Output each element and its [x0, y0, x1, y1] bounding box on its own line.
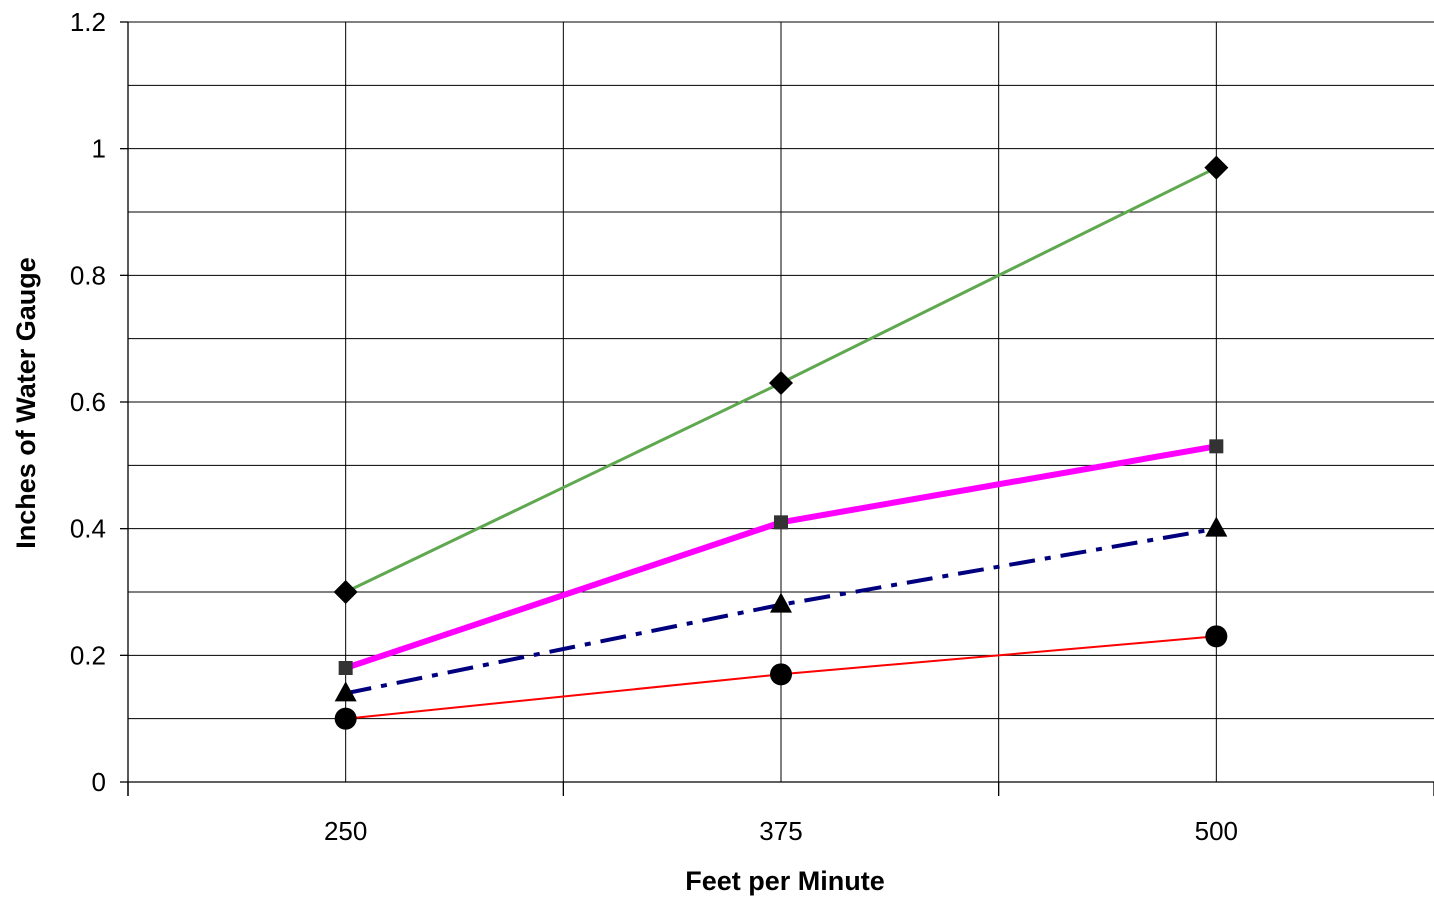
data-point-triangle: [770, 592, 792, 613]
axes: [120, 21, 1434, 796]
series-square: [338, 439, 1224, 675]
y-tick-label: 0: [92, 767, 106, 797]
y-tick-label: 0.8: [70, 260, 106, 290]
y-tick-label: 1.2: [70, 7, 106, 37]
x-tick-labels: 250 375 500: [324, 816, 1238, 846]
data-point-square: [338, 661, 353, 675]
y-tick-label: 0.2: [70, 640, 106, 670]
data-point-circle: [334, 707, 357, 730]
data-point-diamond: [1204, 155, 1229, 180]
data-point-triangle: [334, 681, 357, 702]
data-point-diamond: [769, 371, 793, 395]
data-point-circle: [770, 663, 792, 686]
data-point-diamond: [333, 580, 358, 604]
series-layer: [333, 155, 1229, 730]
data-point-circle: [1205, 625, 1228, 648]
y-axis-title: Inches of Water Gauge: [11, 257, 41, 549]
series-diamond: [333, 155, 1229, 604]
y-tick-label: 0.4: [70, 514, 106, 544]
x-axis-title: Feet per Minute: [685, 866, 885, 896]
data-point-triangle: [1205, 516, 1228, 537]
y-tick-label: 0.6: [70, 387, 106, 417]
x-tick-label: 375: [759, 816, 802, 846]
series-circle: [334, 625, 1228, 730]
data-point-square: [774, 515, 788, 530]
series-triangle: [334, 516, 1228, 702]
series-line: [345, 526, 1217, 696]
x-tick-label: 500: [1195, 816, 1238, 846]
data-point-square: [1209, 439, 1224, 454]
y-tick-labels: 0 0.2 0.4 0.6 0.8 1 1.2: [70, 7, 106, 797]
x-tick-label: 250: [324, 816, 367, 846]
y-tick-label: 1: [92, 134, 106, 164]
